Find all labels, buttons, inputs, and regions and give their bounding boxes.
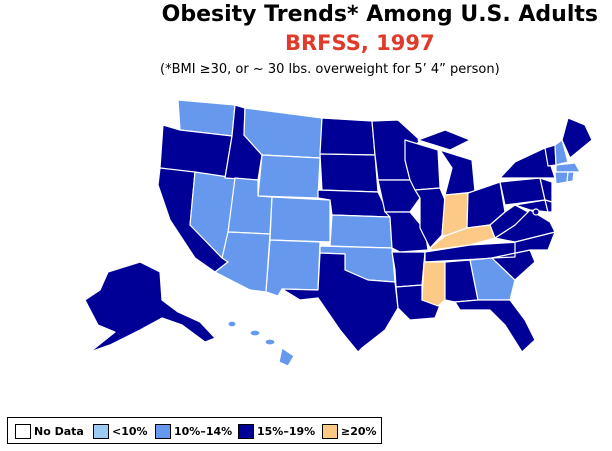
state-la[interactable] xyxy=(395,284,441,321)
map-legend: No Data <10% 10%–14% 15%–19% ≥20% xyxy=(7,417,382,444)
legend-label-15-19: 15%–19% xyxy=(257,425,316,438)
state-tx[interactable] xyxy=(281,252,399,353)
state-mi-up[interactable] xyxy=(417,129,471,151)
bmi-footnote: (*BMI ≥30, or ~ 30 lbs. overweight for 5… xyxy=(160,62,500,77)
legend-swatch-no-data xyxy=(15,424,31,439)
legend-label-no-data: No Data xyxy=(34,425,84,438)
legend-label-ge20: ≥20% xyxy=(341,425,377,438)
state-ma[interactable] xyxy=(555,162,581,173)
state-nd[interactable] xyxy=(319,117,376,156)
state-sd[interactable] xyxy=(319,153,379,193)
state-ri[interactable] xyxy=(566,171,575,183)
state-fl[interactable] xyxy=(454,299,536,353)
state-ks[interactable] xyxy=(329,214,393,249)
map-subtitle: BRFSS, 1997 xyxy=(285,31,435,55)
state-ia[interactable] xyxy=(377,179,421,213)
state-hi-maui[interactable] xyxy=(264,338,276,346)
legend-item-10-14: 10%–14% xyxy=(155,423,232,440)
legend-swatch-lt10 xyxy=(93,424,109,439)
state-me[interactable] xyxy=(561,117,593,159)
state-wv[interactable] xyxy=(489,204,529,239)
legend-swatch-10-14 xyxy=(155,424,171,439)
state-ak[interactable] xyxy=(84,261,216,353)
state-co[interactable] xyxy=(269,196,331,243)
legend-item-ge20: ≥20% xyxy=(322,423,377,440)
state-hi-big[interactable] xyxy=(278,347,295,367)
state-ct[interactable] xyxy=(554,171,569,185)
legend-item-no-data: No Data xyxy=(15,423,84,440)
state-hi-oahu[interactable] xyxy=(249,329,261,337)
state-il[interactable] xyxy=(414,187,446,249)
state-nh[interactable] xyxy=(554,139,569,166)
state-mi[interactable] xyxy=(439,149,476,196)
legend-label-10-14: 10%–14% xyxy=(174,425,233,438)
legend-swatch-15-19 xyxy=(238,424,254,439)
legend-label-lt10: <10% xyxy=(112,425,148,438)
state-hi-kauai[interactable] xyxy=(227,320,237,328)
map-title: Obesity Trends* Among U.S. Adults xyxy=(161,2,598,27)
state-mo[interactable] xyxy=(384,211,429,253)
state-nm[interactable] xyxy=(265,239,321,297)
legend-item-lt10: <10% xyxy=(93,423,148,440)
state-wy[interactable] xyxy=(257,154,321,199)
state-ms[interactable] xyxy=(421,261,446,307)
state-ga[interactable] xyxy=(469,257,516,301)
state-ar[interactable] xyxy=(391,251,426,288)
legend-swatch-ge20 xyxy=(322,424,338,439)
state-dc[interactable] xyxy=(532,208,540,216)
state-de[interactable] xyxy=(544,199,553,213)
legend-item-15-19: 15%–19% xyxy=(238,423,315,440)
